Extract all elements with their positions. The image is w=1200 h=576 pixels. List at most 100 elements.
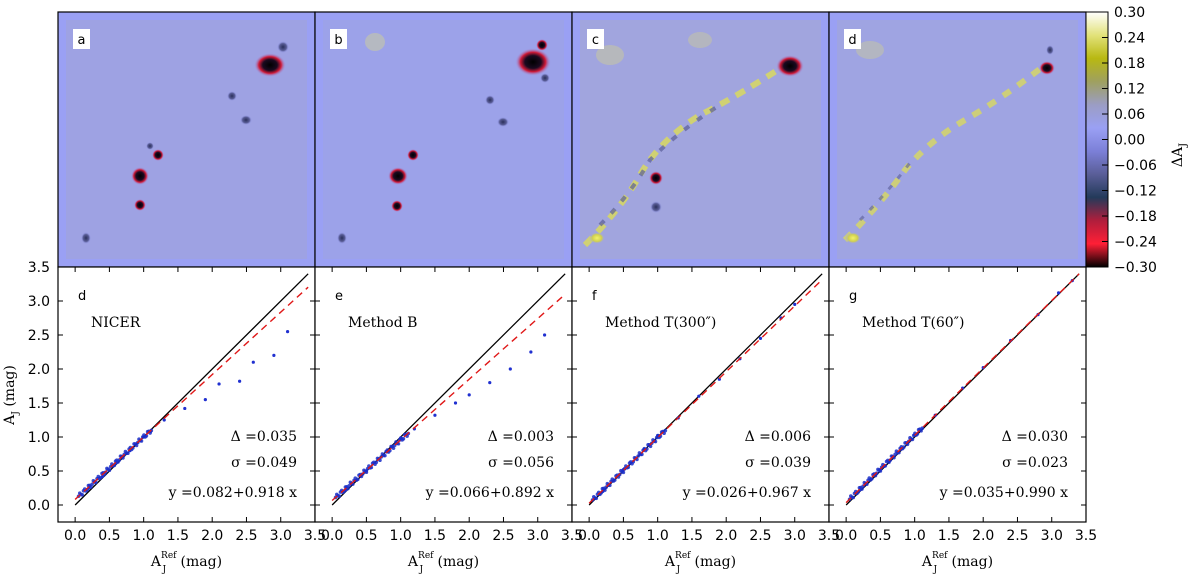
data-point bbox=[126, 451, 130, 455]
x-axis-label: ARef J (mag) bbox=[407, 551, 479, 575]
scatter-panel-f: 0.0 0.5 1.0 1.5 2.0 2.5 3.0 3.5 f Method T(300″) Δ… bbox=[571, 266, 840, 575]
data-point bbox=[134, 443, 139, 448]
x-tick-label: 0.0 bbox=[321, 528, 343, 544]
x-tick-label: 1.5 bbox=[681, 528, 703, 544]
map-tag: c bbox=[592, 33, 599, 48]
scatter-panel-g: 0.0 0.5 1.0 1.5 2.0 2.5 3.0 3.5 g Method T(60″) Δ … bbox=[828, 266, 1097, 575]
x-tick-label: 0.5 bbox=[612, 528, 634, 544]
x-tick-label: 3.5 bbox=[818, 528, 840, 544]
x-tick-label: 2.0 bbox=[201, 528, 223, 544]
fit-equation: y =0.066+0.892 x bbox=[425, 485, 554, 501]
method-label: NICER bbox=[91, 315, 141, 331]
data-point bbox=[80, 493, 85, 497]
y-tick-label: 2.5 bbox=[28, 328, 50, 344]
map-tag: a bbox=[78, 33, 86, 48]
x-tick-label: 1.0 bbox=[133, 528, 155, 544]
data-point bbox=[347, 483, 351, 488]
sigma-stat: σ =0.039 bbox=[745, 455, 811, 471]
colorbar-ticks: 0.30 0.24 0.18 0.12 0.06 0.00 −0.06 −0.12 −0.18 −… bbox=[1102, 5, 1157, 276]
colorbar: 0.30 0.24 0.18 0.12 0.06 0.00 −0.06 −0.12 −0.18 −… bbox=[1085, 5, 1189, 276]
colorbar-tick-label: −0.18 bbox=[1114, 209, 1157, 225]
data-point bbox=[144, 434, 149, 438]
x-tick-label: 0.5 bbox=[869, 528, 891, 544]
x-tick-label: 0.0 bbox=[64, 528, 86, 544]
sigma-stat: σ =0.023 bbox=[1002, 455, 1068, 471]
data-point bbox=[910, 437, 915, 442]
data-point bbox=[272, 353, 276, 357]
x-axis-label: ARef J (mag) bbox=[664, 551, 736, 575]
colorbar-tick-label: 0.12 bbox=[1114, 82, 1145, 98]
data-point bbox=[1056, 291, 1061, 295]
colorbar-tick-label: 0.30 bbox=[1114, 5, 1145, 21]
x-tick-label: 1.5 bbox=[938, 528, 960, 544]
data-point bbox=[107, 468, 112, 473]
x-tick-label: 2.5 bbox=[1006, 528, 1028, 544]
data-point bbox=[645, 447, 649, 451]
map-panel-c: c bbox=[571, 11, 830, 268]
data-point bbox=[346, 486, 350, 491]
fit-line bbox=[588, 279, 823, 504]
fit-line bbox=[74, 286, 309, 500]
x-tick-label: 2.5 bbox=[749, 528, 771, 544]
x-tick-label: 0.0 bbox=[835, 528, 857, 544]
data-point bbox=[488, 381, 492, 385]
x-tick-label: 3.0 bbox=[784, 528, 806, 544]
y-tick-label: 1.0 bbox=[28, 430, 50, 446]
data-point bbox=[355, 477, 360, 482]
data-point bbox=[337, 494, 342, 498]
map-tag: d bbox=[848, 33, 856, 48]
x-tick-label: 3.5 bbox=[561, 528, 583, 544]
x-tick-label: 3.0 bbox=[527, 528, 549, 544]
colorbar-tick-label: −0.30 bbox=[1114, 260, 1157, 276]
delta-stat: Δ =0.030 bbox=[1002, 429, 1068, 445]
x-tick-label: 2.0 bbox=[458, 528, 480, 544]
x-axis-label: ARef J (mag) bbox=[921, 551, 993, 575]
x-tick-label: 0.0 bbox=[578, 528, 600, 544]
data-point bbox=[529, 350, 533, 354]
method-label: Method T(60″) bbox=[862, 315, 964, 331]
colorbar-tick-label: −0.24 bbox=[1114, 235, 1157, 251]
delta-stat: Δ =0.003 bbox=[488, 429, 554, 445]
data-point bbox=[648, 444, 653, 449]
x-tick-label: 3.0 bbox=[270, 528, 292, 544]
y-tick-label: 1.5 bbox=[28, 396, 50, 412]
y-axis-label: AJ (mag) bbox=[2, 365, 21, 426]
x-tick-label: 2.0 bbox=[715, 528, 737, 544]
method-label: Method T(300″) bbox=[605, 315, 716, 331]
data-point bbox=[374, 460, 379, 465]
x-tick-label: 1.0 bbox=[904, 528, 926, 544]
colorbar-tick-label: 0.18 bbox=[1114, 56, 1145, 72]
data-point bbox=[433, 413, 437, 417]
sigma-stat: σ =0.049 bbox=[231, 455, 297, 471]
sigma-stat: σ =0.056 bbox=[488, 455, 554, 471]
map-panel-d: d bbox=[828, 11, 1087, 268]
data-point bbox=[98, 475, 103, 480]
x-tick-label: 1.0 bbox=[390, 528, 412, 544]
data-point bbox=[612, 478, 617, 482]
x-tick-label: 1.0 bbox=[647, 528, 669, 544]
y-tick-label: 0.0 bbox=[28, 498, 50, 514]
x-tick-label: 1.5 bbox=[167, 528, 189, 544]
fit-equation: y =0.026+0.967 x bbox=[682, 485, 811, 501]
data-point bbox=[467, 393, 471, 397]
data-point bbox=[758, 336, 763, 340]
x-tick-label: 2.0 bbox=[972, 528, 994, 544]
fit-equation: y =0.082+0.918 x bbox=[168, 485, 297, 501]
data-point bbox=[183, 406, 187, 411]
panel-tag: f bbox=[592, 289, 597, 304]
data-point bbox=[793, 302, 797, 306]
data-point bbox=[851, 495, 856, 500]
data-point bbox=[902, 445, 906, 449]
x-tick-label: 1.5 bbox=[424, 528, 446, 544]
data-point bbox=[383, 453, 387, 458]
data-point bbox=[401, 437, 406, 441]
panel-tag: d bbox=[78, 289, 86, 304]
panel-tag: g bbox=[849, 289, 857, 304]
data-point bbox=[162, 418, 166, 422]
fit-line bbox=[331, 293, 566, 502]
data-point bbox=[391, 446, 396, 450]
x-tick-label: 0.5 bbox=[355, 528, 377, 544]
delta-stat: Δ =0.006 bbox=[745, 429, 811, 445]
fit-line bbox=[845, 273, 1080, 504]
